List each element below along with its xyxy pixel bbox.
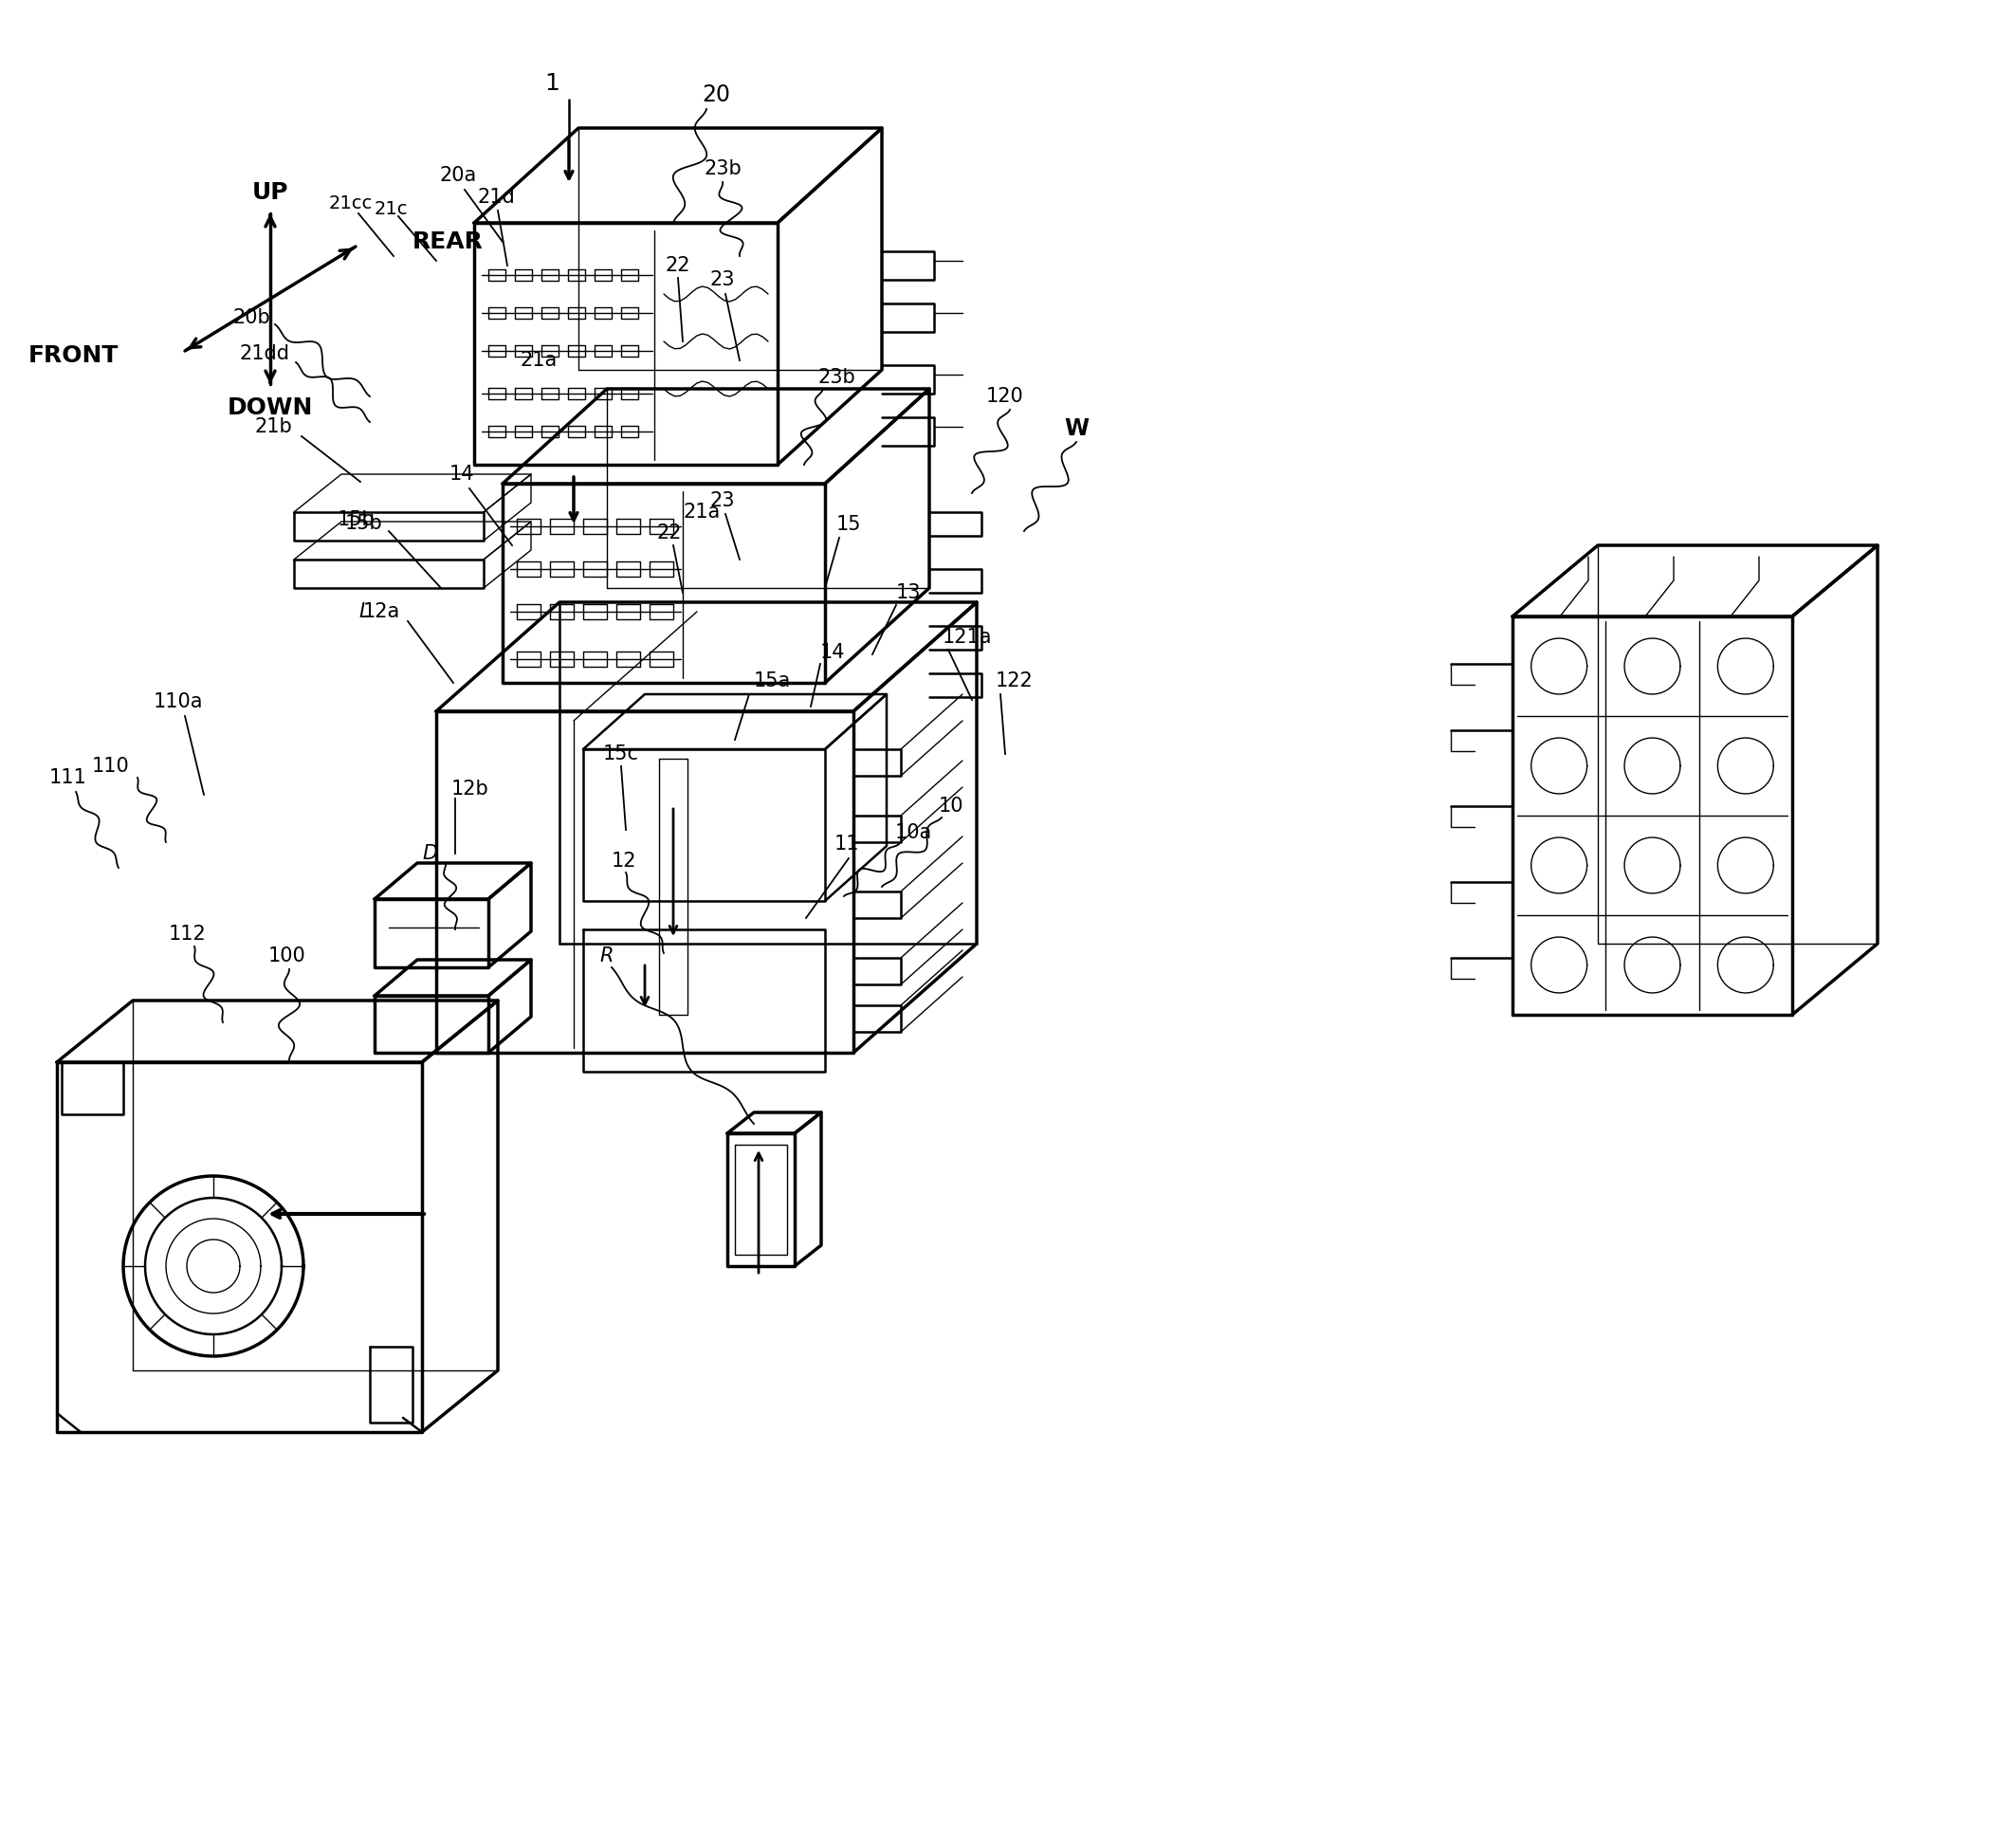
Text: 21d: 21d [478,187,514,208]
Text: 20a: 20a [439,165,476,186]
Text: 111: 111 [50,768,87,786]
Text: 21cc: 21cc [329,195,373,213]
Text: 15b: 15b [337,511,375,529]
Text: FRONT: FRONT [28,344,119,367]
Text: 22: 22 [657,524,681,542]
Text: 21b: 21b [254,417,292,435]
Text: 12a: 12a [363,603,399,621]
Text: 23b: 23b [704,160,742,178]
Text: 100: 100 [268,946,306,966]
Text: 112: 112 [169,924,206,944]
Text: R: R [601,946,613,966]
Text: 23: 23 [710,270,736,288]
Text: 21a: 21a [520,351,556,369]
Text: W: W [1064,417,1089,441]
Text: 20: 20 [702,83,730,107]
Text: 15c: 15c [603,744,639,764]
Text: 21dd: 21dd [240,344,288,364]
Text: 122: 122 [996,672,1034,691]
Text: 110: 110 [91,757,129,775]
Text: 21c: 21c [373,200,407,217]
Text: 10a: 10a [895,823,931,841]
Text: 15: 15 [837,514,861,535]
Text: 12: 12 [611,852,637,871]
Text: 1: 1 [544,72,558,96]
Text: 15a: 15a [754,672,790,691]
Text: 14: 14 [450,465,474,483]
Text: 22: 22 [665,255,691,276]
Text: UP: UP [252,182,288,204]
Text: DOWN: DOWN [228,397,312,419]
Text: 23: 23 [710,490,736,511]
Text: 10: 10 [939,797,964,816]
Text: 21a: 21a [683,503,720,522]
Text: 20b: 20b [232,309,270,327]
Text: 14: 14 [821,643,845,661]
Text: 12b: 12b [452,779,490,799]
Text: D: D [423,843,437,863]
Text: 13: 13 [895,584,921,603]
Text: 11: 11 [835,834,859,854]
Text: 110a: 110a [153,693,204,711]
Text: REAR: REAR [413,230,484,254]
Text: 15b: 15b [345,514,383,533]
Text: 23b: 23b [816,367,855,388]
Text: L: L [359,603,369,621]
Text: 120: 120 [986,388,1024,406]
Text: 121a: 121a [943,628,992,647]
